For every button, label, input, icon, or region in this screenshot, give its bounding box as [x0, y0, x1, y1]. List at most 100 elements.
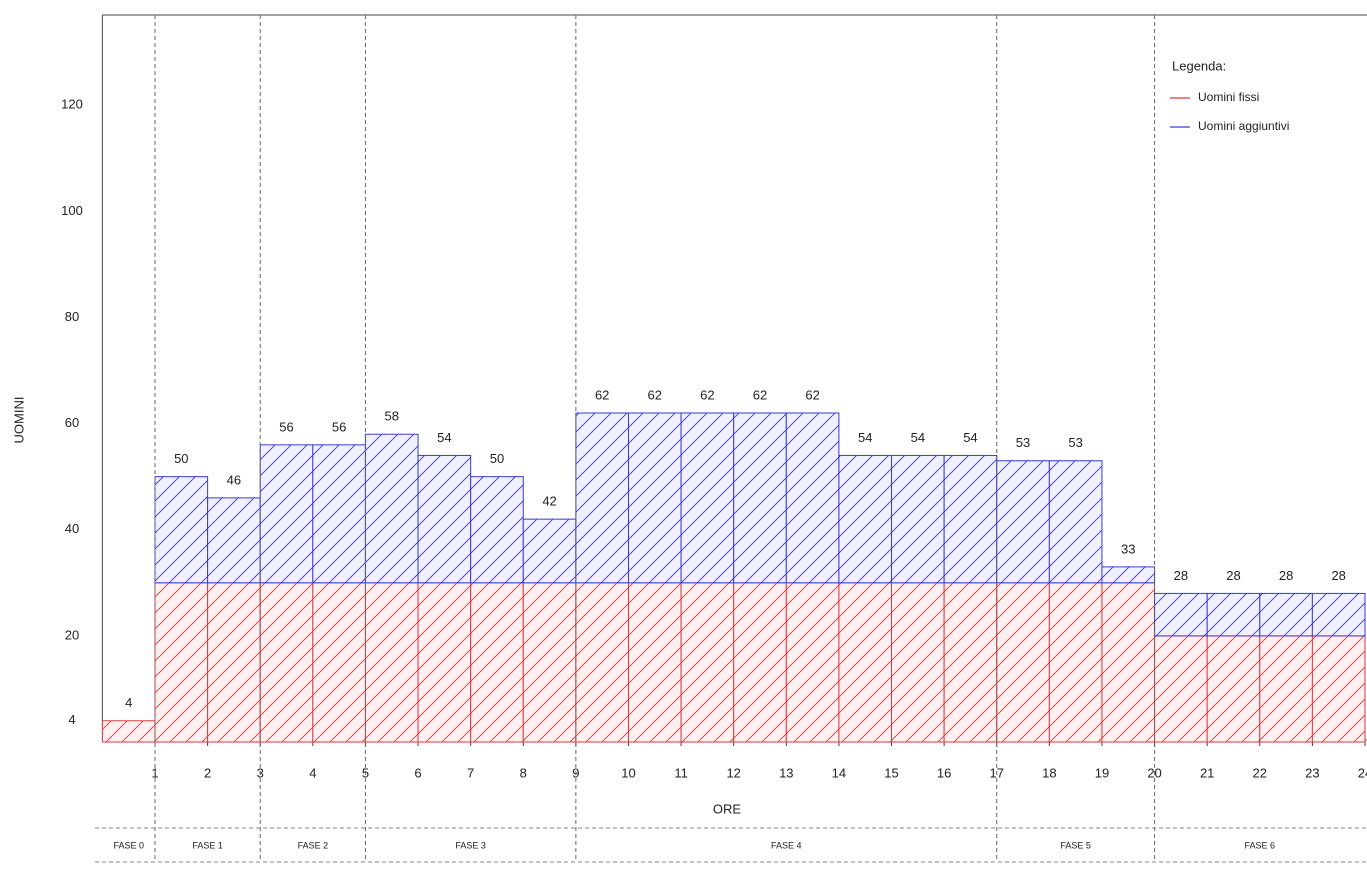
x-tick-label: 23 [1305, 765, 1319, 780]
bar-segment [470, 582, 524, 743]
bar-segment [1101, 566, 1156, 584]
bar-label: 54 [911, 430, 925, 445]
bar-segment [417, 582, 472, 743]
x-tick-label: 11 [674, 765, 688, 780]
bar-segment [1206, 635, 1261, 743]
bar-segment [364, 433, 419, 584]
legend-title: Legenda: [1172, 58, 1226, 73]
bar-segment [312, 444, 366, 584]
x-tick-label: 15 [884, 765, 898, 780]
phase-label: FASE 1 [192, 840, 223, 850]
bar-segment [417, 454, 472, 584]
bar-segment [575, 412, 629, 584]
bar-segment [680, 582, 735, 743]
bar-label: 53 [1016, 435, 1030, 450]
bar-segment [1259, 592, 1313, 637]
bar-segment [154, 582, 209, 743]
bar-segment [785, 582, 840, 743]
x-tick-label: 24 [1358, 765, 1367, 780]
x-tick-label: 14 [832, 765, 846, 780]
bar-label: 62 [753, 387, 767, 402]
phase-label: FASE 6 [1245, 840, 1276, 850]
phase-label: FASE 5 [1060, 840, 1091, 850]
x-tick-label: 19 [1095, 765, 1109, 780]
bar-segment [259, 444, 314, 584]
bar-label: 62 [805, 387, 819, 402]
bar-segment [733, 582, 787, 743]
bar-label: 54 [858, 430, 872, 445]
y-tick-label: 20 [65, 627, 79, 642]
bar-segment [312, 582, 366, 743]
legend-label: Uomini fissi [1198, 90, 1259, 104]
legend-label: Uomini aggiuntivi [1198, 119, 1289, 133]
bar-segment [838, 582, 893, 743]
y-tick-label: 100 [61, 203, 83, 218]
bar-segment [1154, 635, 1208, 743]
bar-segment [522, 582, 577, 743]
x-tick-label: 13 [779, 765, 793, 780]
bar-segment [943, 454, 998, 584]
x-axis-title: ORE [713, 801, 742, 816]
x-tick-label: 2 [204, 765, 211, 780]
x-tick-label: 10 [621, 765, 635, 780]
bar-label: 50 [174, 451, 188, 466]
bar-segment [996, 460, 1050, 584]
bar-segment [627, 582, 682, 743]
bar-segment [785, 412, 840, 584]
bar-segment [1154, 592, 1208, 637]
bar-segment [101, 720, 156, 743]
bar-label: 54 [437, 430, 451, 445]
bar-segment [996, 582, 1050, 743]
bar-segment [1311, 592, 1366, 637]
bar-segment [364, 582, 419, 743]
y-tick-label: 60 [65, 415, 79, 430]
bar-segment [207, 497, 261, 584]
x-tick-label: 22 [1253, 765, 1267, 780]
phase-label: FASE 0 [113, 840, 144, 850]
bar-label: 4 [125, 695, 132, 710]
bar-label: 54 [963, 430, 977, 445]
bar-label: 28 [1174, 568, 1188, 583]
y-tick-label: 120 [61, 97, 83, 112]
bar-label: 28 [1331, 568, 1345, 583]
y-tick-label: 4 [68, 712, 75, 727]
x-tick-label: 16 [937, 765, 951, 780]
bar-label: 50 [490, 451, 504, 466]
y-tick-label: 80 [65, 309, 79, 324]
bar-segment [1206, 592, 1261, 637]
bar-segment [470, 476, 524, 584]
bar-segment [680, 412, 735, 584]
bar-segment [154, 476, 209, 584]
y-tick-label: 40 [65, 521, 79, 536]
x-tick-label: 6 [414, 765, 421, 780]
bar-segment [733, 412, 787, 584]
bar-label: 28 [1226, 568, 1240, 583]
x-tick-label: 18 [1042, 765, 1056, 780]
bar-segment [838, 454, 893, 584]
bar-segment [1259, 635, 1313, 743]
bar-segment [1048, 460, 1103, 584]
bar-label: 62 [595, 387, 609, 402]
bar-segment [1101, 582, 1156, 743]
bar-segment [1048, 582, 1103, 743]
bar-segment [891, 582, 945, 743]
bar-segment [259, 582, 314, 743]
x-tick-label: 12 [726, 765, 740, 780]
bar-segment [943, 582, 998, 743]
phase-label: FASE 2 [298, 840, 329, 850]
bar-label: 42 [542, 494, 556, 509]
bar-segment [207, 582, 261, 743]
x-tick-label: 21 [1200, 765, 1214, 780]
bar-label: 56 [279, 419, 293, 434]
bar-label: 33 [1121, 541, 1135, 556]
bar-segment [1311, 635, 1366, 743]
bar-label: 58 [385, 409, 399, 424]
phase-label: FASE 3 [455, 840, 486, 850]
phase-label: FASE 4 [771, 840, 802, 850]
bar-label: 62 [648, 387, 662, 402]
x-tick-label: 8 [520, 765, 527, 780]
bar-label: 46 [227, 472, 241, 487]
bar-label: 53 [1068, 435, 1082, 450]
x-tick-label: 7 [467, 765, 474, 780]
